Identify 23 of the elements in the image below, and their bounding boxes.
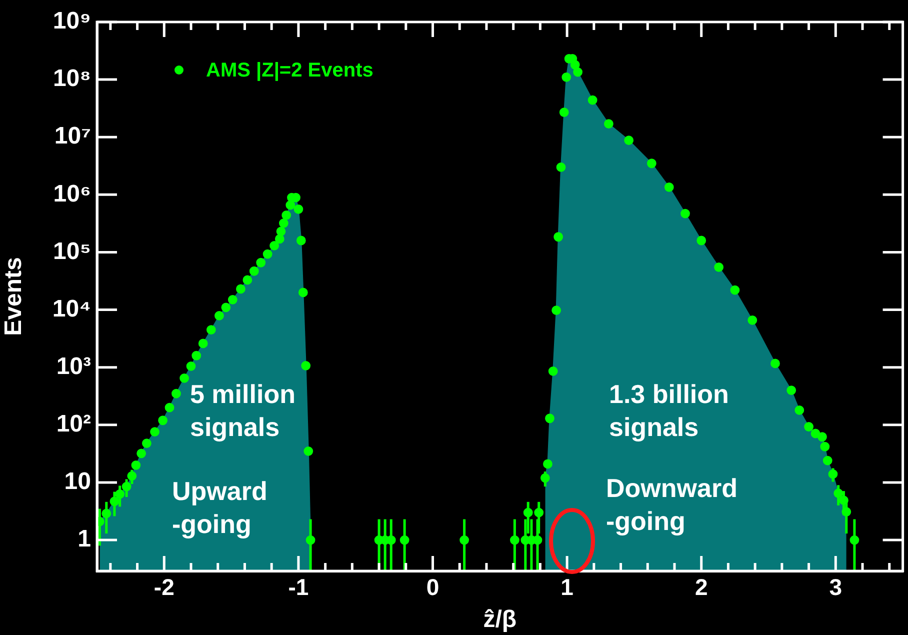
y-tick-label: 1 [78,526,91,553]
x-tick-label: 0 [426,574,440,600]
y-tick-label: 10 [64,468,91,496]
x-tick-label: 1 [560,574,574,600]
annotation: 1.3 billion signals [609,379,729,442]
y-axis-title: Events [0,257,28,336]
annotation: 5 million signals [190,379,296,442]
y-tick-label: 10⁷ [54,122,91,150]
y-tick-label: 10² [56,410,92,438]
y-tick-label: 10⁶ [53,180,91,208]
x-tick-label: -1 [288,574,309,600]
legend-label: AMS |Z|=2 Events [206,60,374,82]
x-tick-label: -2 [154,574,174,600]
y-tick-label: 10⁴ [52,295,91,322]
x-axis-title: ẑ/β [483,606,517,634]
y-tick-label: 10⁸ [52,65,91,92]
y-tick-label: 10⁹ [52,8,91,35]
annotation: Upward -going [172,476,268,539]
y-tick-label: 10³ [56,352,92,380]
x-tick-label: 2 [694,574,708,600]
y-tick-label: 10⁵ [53,238,91,265]
annotation: Downward -going [606,473,738,536]
x-tick-label: 3 [829,574,842,600]
